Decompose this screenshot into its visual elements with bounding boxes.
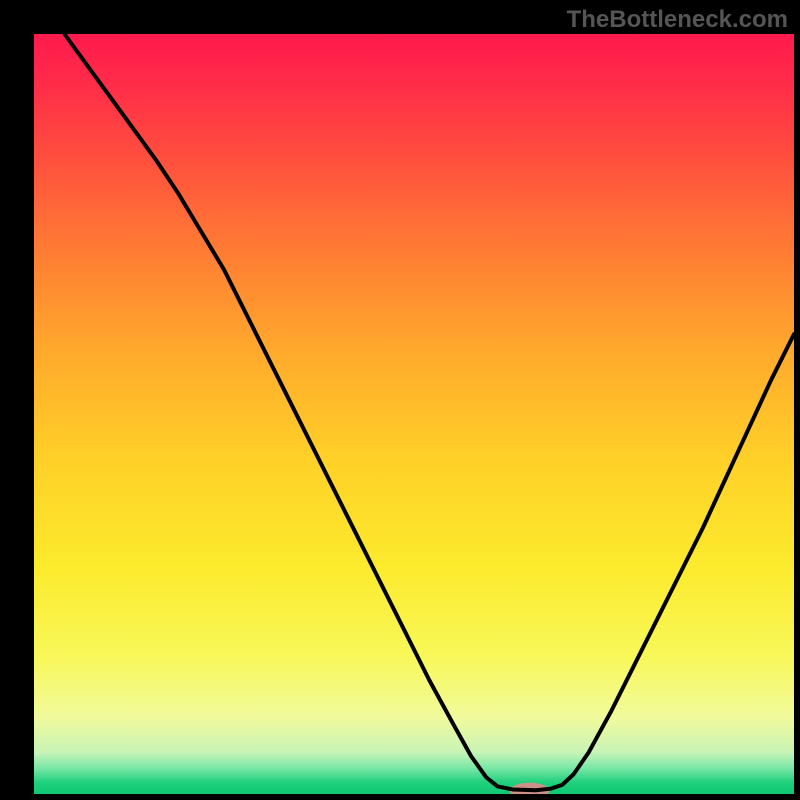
chart-svg-layer xyxy=(34,34,794,794)
chart-curve xyxy=(64,34,794,790)
chart-plot-area xyxy=(34,34,794,794)
watermark-text: TheBottleneck.com xyxy=(567,6,788,34)
